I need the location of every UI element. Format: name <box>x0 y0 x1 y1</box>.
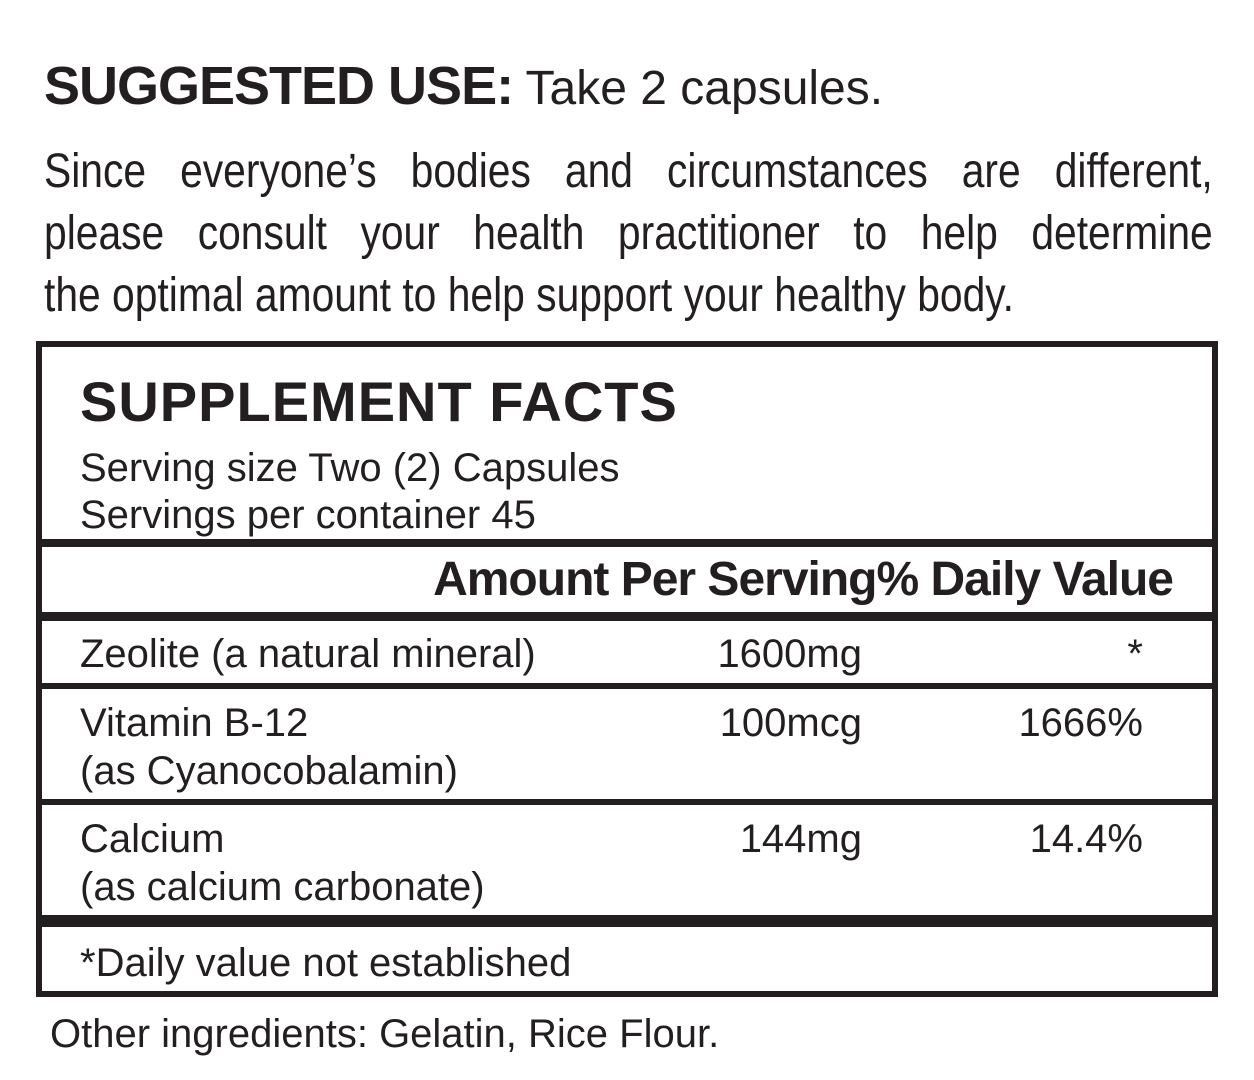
ingredient-amount: 1600mg <box>717 632 862 676</box>
supplement-facts-title: SUPPLEMENT FACTS <box>80 370 678 433</box>
ingredient-name: Vitamin B-12 <box>80 701 309 745</box>
row-divider <box>42 799 1212 805</box>
row-divider <box>42 683 1212 689</box>
ingredient-amount: 144mg <box>739 817 862 861</box>
ingredient-detail: (as calcium carbonate) <box>80 865 485 909</box>
ingredient-amount: 100mcg <box>719 701 862 745</box>
ingredient-name: Calcium <box>80 817 225 861</box>
intro-line: the optimal amount to help support your … <box>44 269 1014 322</box>
amount-per-serving-header: Amount Per Serving <box>433 553 877 606</box>
servings-per-container: Servings per container 45 <box>80 493 536 537</box>
intro-line: Since everyone’s bodies and circumstance… <box>44 145 1213 198</box>
daily-value-header: % Daily Value <box>876 553 1174 606</box>
ingredient-daily-value: 1666% <box>1018 701 1143 745</box>
facts-row-zeolite: Zeolite (a natural mineral) 1600mg * <box>42 621 1212 683</box>
ingredient-daily-value: 14.4% <box>1029 817 1143 861</box>
intro-paragraph-inner: Since everyone’s bodies and circumstance… <box>44 141 1213 327</box>
ingredient-name-block: Vitamin B-12 (as Cyanocobalamin) <box>42 699 662 795</box>
suggested-use-heading: SUGGESTED USE: Take 2 capsules. <box>44 58 1214 117</box>
supplement-facts-panel: SUPPLEMENT FACTS Serving size Two (2) Ca… <box>36 341 1218 997</box>
intro-paragraph: Since everyone’s bodies and circumstance… <box>44 141 1213 327</box>
other-ingredients: Other ingredients: Gelatin, Rice Flour. <box>50 1012 720 1056</box>
ingredient-detail: (as Cyanocobalamin) <box>80 749 458 793</box>
divider-below-header <box>42 612 1212 621</box>
ingredient-name-block: Calcium (as calcium carbonate) <box>42 815 662 911</box>
serving-info: Serving size Two (2) Capsules Servings p… <box>80 445 1212 539</box>
facts-header-row: Amount Per Serving% Daily Value <box>42 547 1212 612</box>
suggested-use-label: SUGGESTED USE: <box>44 56 514 116</box>
intro-line: please consult your health practitioner … <box>44 207 1213 260</box>
facts-row-calcium: Calcium (as calcium carbonate) 144mg 14.… <box>42 805 1212 915</box>
facts-footnote: *Daily value not established <box>80 941 572 985</box>
ingredient-name: Zeolite (a natural mineral) <box>80 632 536 676</box>
divider-above-footnote <box>42 915 1212 927</box>
serving-size: Serving size Two (2) Capsules <box>80 446 620 490</box>
suggested-use-text: Take 2 capsules. <box>513 62 884 115</box>
facts-row-vitamin-b12: Vitamin B-12 (as Cyanocobalamin) 100mcg … <box>42 689 1212 799</box>
ingredient-daily-value: * <box>1127 632 1143 676</box>
divider-above-header <box>42 539 1212 547</box>
